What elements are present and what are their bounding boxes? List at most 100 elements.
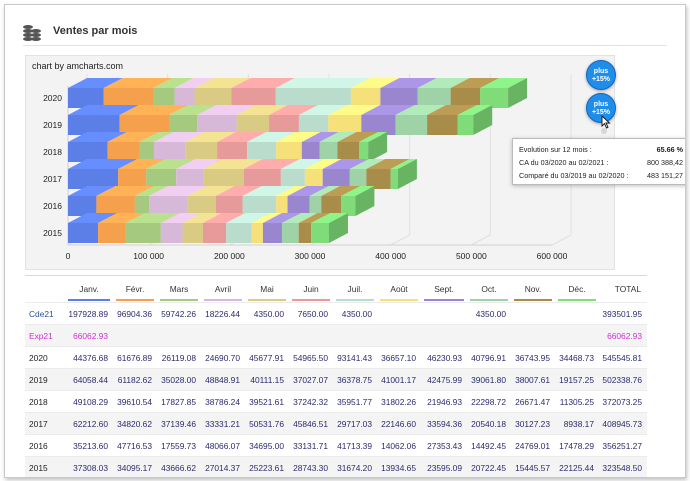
bar-segment-top — [322, 159, 369, 169]
bar-segment — [349, 169, 367, 189]
month-color-swatch — [204, 299, 242, 301]
plus-15-button-1[interactable]: plus +15% — [586, 60, 616, 90]
month-color-swatch — [248, 299, 286, 301]
bar-segment-top — [304, 159, 342, 169]
table-cell: 40111.15 — [245, 368, 289, 391]
table-cell: 502338.76 — [599, 368, 647, 391]
bar-segment-top — [226, 213, 271, 223]
bar-segment-top — [203, 159, 263, 169]
bar-segment — [203, 169, 244, 189]
table-cell: 393501.95 — [599, 302, 647, 325]
bar-segment-top — [194, 78, 251, 88]
bar-segment — [169, 115, 198, 135]
bar-segment-top — [202, 213, 246, 223]
bar-segment-top — [174, 78, 214, 88]
y-tick-label: 2015 — [43, 228, 62, 238]
plus-15-button-1-line1: plus — [593, 68, 609, 75]
mouse-cursor-icon — [601, 115, 611, 129]
table-cell: 21946.93 — [421, 390, 467, 413]
table-cell: 7650.00 — [289, 302, 333, 325]
bar-segment-top — [125, 213, 180, 223]
bar-segment — [361, 115, 396, 135]
bar-segment-top — [361, 105, 415, 115]
bar-segment — [311, 223, 329, 243]
table-cell: 545545.81 — [599, 346, 647, 369]
bar-segment — [287, 196, 310, 216]
chart-credit-link[interactable]: chart by amcharts.com — [32, 61, 124, 71]
evolution-tooltip: Evolution sur 12 mois : 65.66 % CA du 03… — [512, 138, 685, 185]
row-label[interactable]: Cde21 — [25, 302, 65, 325]
bar-segment — [366, 169, 391, 189]
bar-segment — [450, 88, 481, 108]
bar-segment-top — [139, 132, 173, 142]
bar-segment-side — [397, 159, 417, 189]
bar-segment — [359, 142, 369, 162]
bar-segment — [125, 223, 161, 243]
bar-segment — [262, 223, 282, 243]
table-cell: 29717.03 — [333, 412, 377, 435]
x-tick-label: 200 000 — [214, 251, 245, 261]
table-cell: 48066.07 — [201, 434, 245, 457]
bar-segment-top — [309, 186, 341, 196]
header-label: Août — [390, 284, 408, 294]
bar-segment — [68, 115, 120, 135]
row-label: 2019 — [25, 368, 65, 391]
header-label: Janv. — [79, 284, 99, 294]
table-cell: 45846.51 — [289, 412, 333, 435]
bar-segment-top — [417, 78, 470, 88]
table-cell: 34468.73 — [555, 346, 599, 369]
table-cell: 14062.06 — [377, 434, 421, 457]
sales-table-container: Janv. Févr. Mars Avril Mai Juin Juil. Août Sept.… — [25, 275, 647, 477]
bar-segment — [390, 169, 398, 189]
table-cell — [421, 302, 467, 325]
table-cell: 37027.07 — [289, 368, 333, 391]
bar-segment — [275, 88, 351, 108]
bar-segment-top — [182, 213, 222, 223]
table-row: 2020 44376.68 61676.89 26119.08 24690.70 4567… — [25, 346, 647, 369]
plus-15-button-2-line2: +15% — [591, 109, 611, 116]
table-cell — [245, 324, 289, 347]
table-cell: 66062.93 — [599, 324, 647, 347]
bar-segment — [321, 196, 342, 216]
table-cell: 62212.60 — [65, 412, 113, 435]
table-cell: 11305.25 — [555, 390, 599, 413]
tooltip-ca-value: 800 388,42 — [647, 158, 683, 167]
header-label: Juil. — [347, 284, 363, 294]
bar-segment-top — [68, 186, 116, 196]
header-month: Août — [377, 275, 421, 303]
table-cell: 33331.21 — [201, 412, 245, 435]
bar-segment-top — [457, 105, 493, 115]
table-cell: 22298.72 — [467, 390, 511, 413]
bar-segment-side — [355, 186, 375, 216]
bar-segment — [187, 196, 216, 216]
table-cell: 19157.25 — [555, 368, 599, 391]
table-cell: 323548.50 — [599, 456, 647, 477]
bar-segment-top — [247, 132, 296, 142]
tooltip-ca-label: CA du 03/2020 au 02/2021 : — [519, 158, 609, 167]
row-label: 2020 — [25, 346, 65, 369]
bar-segment-top — [242, 186, 296, 196]
bar-segment — [298, 115, 329, 135]
bar-segment — [182, 223, 203, 243]
table-cell: 13934.65 — [377, 456, 421, 477]
header-month: Mai — [245, 275, 289, 303]
row-label[interactable]: Exp21 — [25, 324, 65, 347]
table-header-row: Janv. Févr. Mars Avril Mai Juin Juil. Août Sept.… — [25, 275, 647, 303]
bar-segment — [309, 196, 322, 216]
header-label: Sept. — [434, 284, 454, 294]
bar-segment-top — [68, 159, 138, 169]
bar-segment-side — [508, 78, 528, 108]
plus-15-button-2[interactable]: plus +15% — [586, 93, 616, 123]
table-cell: 17478.29 — [555, 434, 599, 457]
month-color-swatch — [116, 299, 154, 301]
bar-segment — [160, 223, 183, 243]
header-label: Avril — [214, 284, 232, 294]
gridline-floor — [471, 234, 491, 246]
bar-segment-top — [337, 132, 379, 142]
tooltip-compare-value: 483 151,27 — [647, 171, 683, 180]
table-cell: 40796.91 — [467, 346, 511, 369]
bar-segment — [194, 88, 232, 108]
table-cell: 24769.01 — [511, 434, 555, 457]
table-cell: 25223.61 — [245, 456, 289, 477]
bar-segment-top — [298, 213, 331, 223]
